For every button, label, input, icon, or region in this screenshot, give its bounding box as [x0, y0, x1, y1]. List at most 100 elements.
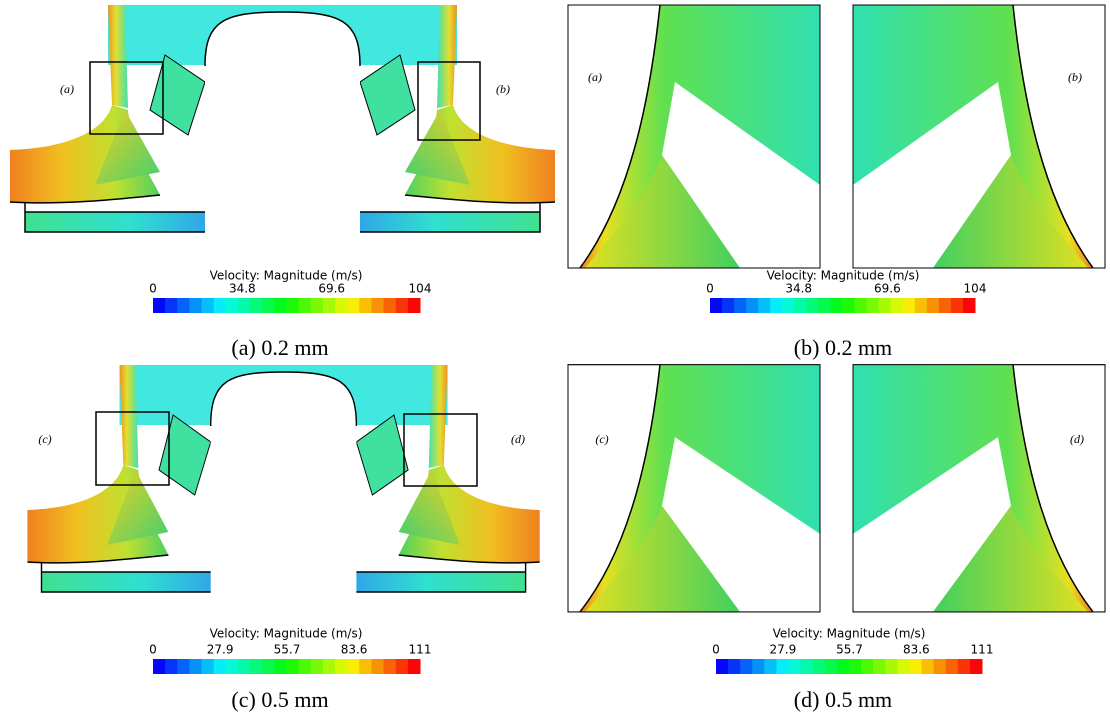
- colorbar-segment: [298, 659, 312, 674]
- colorbar-segment: [335, 659, 348, 674]
- colorbar-segment: [746, 298, 759, 313]
- colorbar-segment: [830, 298, 843, 313]
- colorbar-segment: [383, 659, 397, 674]
- colorbar-segment: [165, 659, 178, 674]
- colorbar-segment: [806, 298, 819, 313]
- colorbar-segment: [383, 298, 397, 313]
- colorbar: 0 34.8 69.6 104: [706, 282, 986, 313]
- region-label: (c): [595, 432, 608, 446]
- colorbar-segment: [842, 298, 856, 313]
- colorbar-segment: [335, 298, 348, 313]
- panel-c-geometry: [27, 365, 539, 600]
- colorbar-segment: [740, 659, 753, 674]
- colorbar-segment: [274, 298, 287, 313]
- colorbar-segment: [770, 298, 783, 313]
- colorbar-segment: [945, 659, 959, 674]
- colorbar-segment: [818, 298, 831, 313]
- colorbar-segment: [758, 298, 771, 313]
- colorbar-segment: [909, 659, 923, 674]
- colorbar-tick-label: 0: [149, 643, 157, 657]
- colorbar: 0 34.8 69.6 104: [149, 282, 431, 313]
- colorbar-segment: [153, 659, 166, 674]
- colorbar-segment: [800, 659, 814, 674]
- colorbar-segment: [861, 659, 874, 674]
- colorbar: 0 27.9 55.7 83.6 111: [149, 643, 431, 674]
- colorbar-segment: [237, 298, 251, 313]
- colorbar-segment: [250, 659, 263, 674]
- zoom-box: [403, 413, 478, 487]
- region-label: (c): [38, 432, 51, 446]
- colorbar-segment: [890, 298, 904, 313]
- colorbar-tick-label: 34.8: [229, 282, 256, 296]
- colorbar-segment: [962, 298, 976, 313]
- colorbar-title: Velocity: Magnitude (m/s): [210, 269, 363, 283]
- colorbar-segment: [788, 659, 802, 674]
- colorbar-segment: [347, 298, 360, 313]
- colorbar-segment: [933, 659, 947, 674]
- colorbar-tick-label: 83.6: [341, 643, 368, 657]
- colorbar-tick-label: 111: [971, 643, 994, 657]
- colorbar-segment: [873, 659, 886, 674]
- zoom-box: [417, 61, 481, 141]
- region-label: (a): [60, 82, 74, 96]
- colorbar-segment: [885, 659, 898, 674]
- colorbar-tick-label: 69.6: [874, 282, 901, 296]
- colorbar-segment: [286, 659, 300, 674]
- colorbar-segment: [189, 659, 203, 674]
- colorbar-segment: [734, 298, 747, 313]
- panel-a-geometry: [10, 5, 555, 240]
- colorbar-segment: [794, 298, 807, 313]
- colorbar-segment: [347, 659, 360, 674]
- colorbar-segment: [914, 298, 928, 313]
- colorbar-segment: [407, 298, 421, 313]
- zoom-box: [89, 61, 164, 135]
- colorbar-segment: [153, 298, 166, 313]
- colorbar-segment: [274, 659, 287, 674]
- colorbar-tick-label: 0: [712, 643, 720, 657]
- colorbar-segment: [213, 298, 227, 313]
- colorbar-segment: [902, 298, 916, 313]
- colorbar-tick-label: 27.9: [207, 643, 234, 657]
- caption: (a) 0.2 mm: [231, 335, 328, 360]
- colorbar-segment: [286, 298, 300, 313]
- colorbar-segment: [812, 659, 826, 674]
- colorbar-segment: [824, 659, 838, 674]
- colorbar-segment: [310, 659, 324, 674]
- colorbar-segment: [854, 298, 868, 313]
- colorbar-segment: [710, 298, 723, 313]
- colorbar-segment: [322, 298, 336, 313]
- colorbar-segment: [371, 298, 385, 313]
- zoom-box: [95, 411, 170, 486]
- colorbar-segment: [395, 659, 409, 674]
- colorbar-segment: [225, 298, 239, 313]
- colorbar-segment: [722, 298, 735, 313]
- colorbar-segment: [371, 659, 385, 674]
- colorbar-segment: [201, 298, 215, 313]
- colorbar-title: Velocity: Magnitude (m/s): [210, 627, 363, 641]
- caption: (c) 0.5 mm: [231, 687, 328, 712]
- colorbar-segment: [237, 659, 251, 674]
- colorbar-segment: [250, 298, 263, 313]
- colorbar-segment: [921, 659, 935, 674]
- colorbar-segment: [298, 298, 312, 313]
- colorbar-segment: [926, 298, 940, 313]
- colorbar-segment: [225, 659, 239, 674]
- colorbar-segment: [764, 659, 777, 674]
- colorbar-tick-label: 55.7: [836, 643, 863, 657]
- colorbar-segment: [938, 298, 952, 313]
- colorbar-segment: [849, 659, 862, 674]
- colorbar-segment: [201, 659, 215, 674]
- caption: (d) 0.5 mm: [794, 687, 892, 712]
- colorbar-segment: [189, 298, 203, 313]
- colorbar-segment: [177, 659, 190, 674]
- colorbar-tick-label: 83.6: [903, 643, 930, 657]
- colorbar-segment: [165, 298, 178, 313]
- colorbar-segment: [776, 659, 790, 674]
- colorbar-title: Velocity: Magnitude (m/s): [773, 627, 926, 641]
- colorbar-tick-label: 27.9: [770, 643, 797, 657]
- colorbar-segment: [897, 659, 910, 674]
- colorbar-segment: [716, 659, 729, 674]
